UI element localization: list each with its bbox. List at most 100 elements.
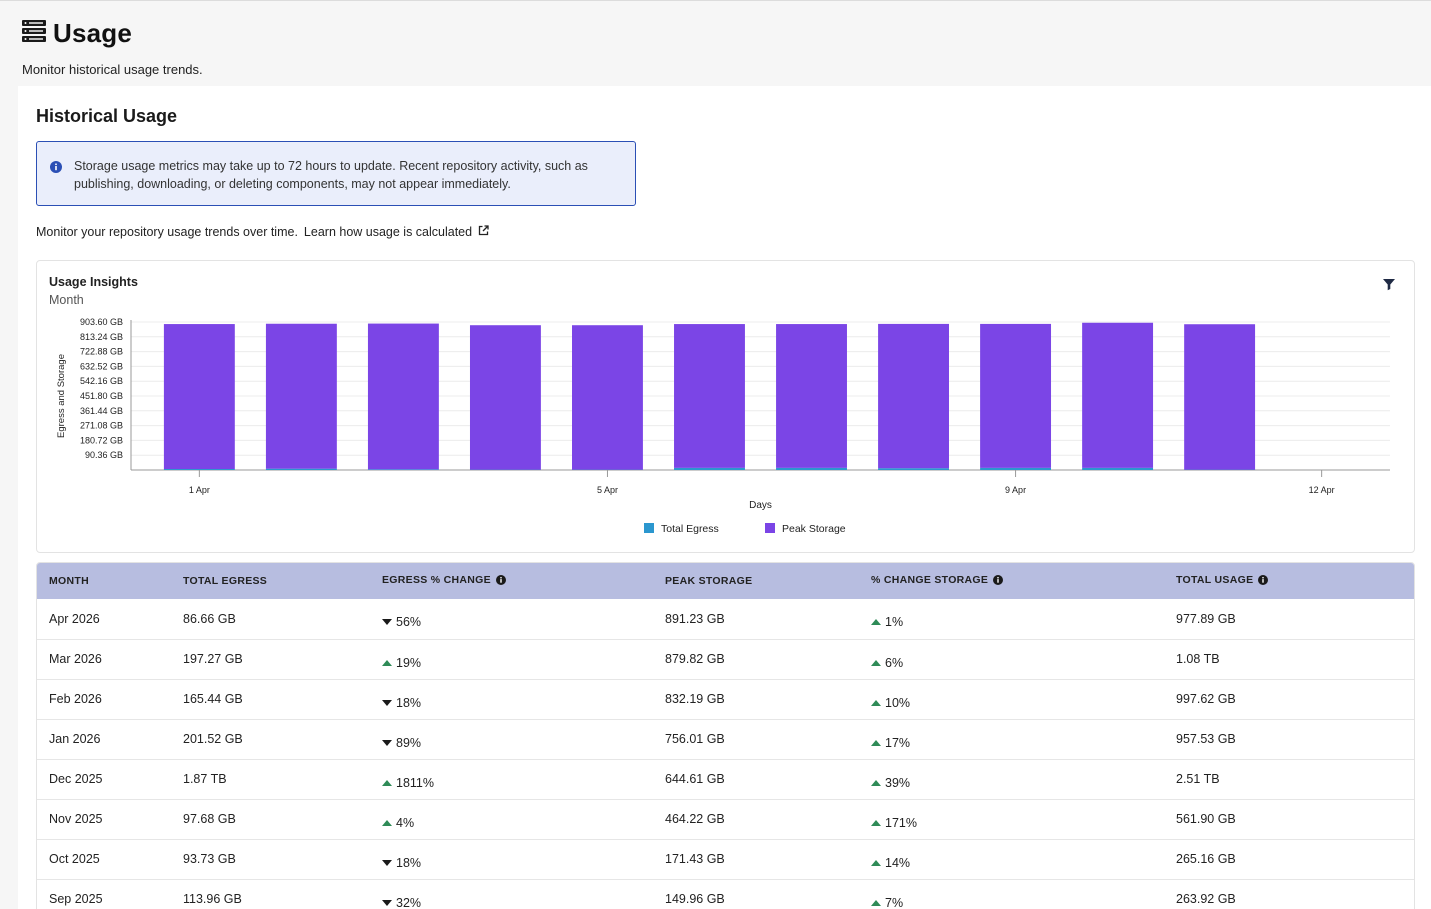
cell-storage-change: 171%	[871, 799, 1176, 839]
info-icon	[50, 160, 62, 178]
change-value: 6%	[885, 655, 904, 670]
cell-peak-storage: 464.22 GB	[665, 812, 725, 826]
legend-swatch-peak-storage	[765, 523, 775, 533]
column-header-month: Month	[49, 575, 89, 587]
cell-month: Sep 2025	[49, 892, 103, 906]
triangle-up-icon	[382, 659, 392, 666]
info-alert: Storage usage metrics may take up to 72 …	[36, 141, 636, 206]
cell-month: Apr 2026	[49, 611, 100, 626]
cell-storage-change: 10%	[871, 679, 1176, 719]
cell-egress-change: 19%	[382, 639, 665, 679]
info-icon[interactable]	[993, 575, 1004, 588]
cell-total-egress: 93.73 GB	[183, 852, 236, 866]
y-tick-label: 180.72 GB	[80, 435, 123, 445]
change-value: 1%	[885, 615, 904, 630]
cell-egress-change: 1811%	[382, 759, 665, 799]
cell-egress-change: 18%	[382, 679, 665, 719]
y-tick-label: 361.44 GB	[80, 406, 123, 416]
change-value: 1811%	[396, 775, 434, 790]
legend-swatch-total-egress	[644, 523, 654, 533]
column-header-storage-change: % Change Storage	[871, 563, 1176, 599]
bar-total-egress	[776, 467, 847, 470]
cell-month: Mar 2026	[49, 652, 102, 666]
cell-month: Nov 2025	[49, 812, 103, 826]
cell-storage-change: 1%	[871, 599, 1176, 639]
x-tick-label: 1 Apr	[189, 485, 210, 495]
triangle-up-icon	[382, 819, 392, 826]
triangle-up-icon	[871, 899, 881, 906]
usage-panel: Historical Usage Storage usage metrics m…	[18, 86, 1431, 909]
table-header-row: Month Total Egress Egress % Change Peak …	[37, 563, 1414, 599]
bar-total-egress	[980, 467, 1052, 470]
cell-storage-change: 6%	[871, 639, 1176, 679]
cell-egress-change: 56%	[382, 599, 665, 639]
cell-total-usage: 2.51 TB	[1176, 772, 1220, 786]
bar-peak-storage	[980, 323, 1052, 468]
cell-total-egress: 165.44 GB	[183, 692, 243, 706]
bar-peak-storage	[163, 324, 235, 470]
cell-total-egress: 86.66 GB	[183, 611, 236, 626]
learn-more-label: Learn how usage is calculated	[303, 225, 473, 239]
bar-peak-storage	[1082, 322, 1154, 468]
table-row: Feb 2026 165.44 GB 18% 832.19 GB 10% 997.62 G…	[37, 679, 1414, 719]
triangle-down-icon	[382, 859, 392, 866]
legend-label: Peak Storage	[782, 523, 846, 535]
filter-icon[interactable]	[1382, 277, 1398, 293]
bar-peak-storage	[674, 324, 745, 468]
cell-total-egress: 1.87 TB	[183, 772, 227, 786]
usage-description: Monitor your repository usage trends ove…	[36, 225, 489, 239]
y-tick-label: 722.88 GB	[80, 347, 123, 357]
page-title: Usage	[53, 18, 133, 48]
cell-peak-storage: 171.43 GB	[665, 852, 725, 866]
table-row: Apr 2026 86.66 GB 56% 891.23 GB 1% 977.89 GB	[37, 599, 1414, 639]
bar-peak-storage	[265, 323, 337, 469]
bar-peak-storage	[572, 325, 643, 470]
bar-peak-storage	[469, 325, 541, 470]
cell-total-usage: 561.90 GB	[1176, 812, 1236, 826]
learn-more-link[interactable]: Learn how usage is calculated	[304, 225, 472, 239]
change-value: 171%	[885, 815, 917, 830]
change-value: 56%	[396, 615, 422, 630]
table-row: Jan 2026 201.52 GB 89% 756.01 GB 17% 957.53 G…	[37, 719, 1414, 759]
cell-month: Oct 2025	[49, 852, 100, 866]
table-row: Nov 2025 97.68 GB 4% 464.22 GB 171% 561.90 GB	[37, 799, 1414, 839]
change-value: 18%	[396, 695, 422, 710]
cell-storage-change: 14%	[871, 839, 1176, 879]
cell-egress-change: 18%	[382, 839, 665, 879]
info-icon[interactable]	[495, 575, 506, 588]
bar-total-egress	[1082, 467, 1154, 470]
cell-total-egress: 197.27 GB	[183, 652, 243, 666]
cell-month: Dec 2025	[49, 772, 103, 786]
x-axis-title: Days	[749, 500, 772, 511]
change-value: 89%	[396, 735, 422, 750]
description-text: Monitor your repository usage trends ove…	[36, 225, 298, 239]
bar-peak-storage	[367, 323, 439, 470]
bar-total-egress	[163, 469, 235, 470]
cell-egress-change: 32%	[382, 879, 665, 909]
change-value: 19%	[396, 655, 422, 670]
y-tick-label: 632.52 GB	[80, 361, 123, 371]
section-title: Historical Usage	[36, 106, 178, 126]
usage-table: Month Total Egress Egress % Change Peak …	[36, 562, 1415, 909]
top-divider	[0, 0, 1431, 1]
table-row: Oct 2025 93.73 GB 18% 171.43 GB 14% 265.16 GB	[37, 839, 1414, 879]
table-row: Mar 2026 197.27 GB 19% 879.82 GB 6% 1.08 TB	[37, 639, 1414, 679]
x-tick-label: 9 Apr	[1005, 485, 1026, 495]
change-value: 7%	[885, 895, 904, 909]
change-value: 10%	[885, 695, 911, 710]
column-header-egress-change: Egress % Change	[382, 563, 665, 599]
change-value: 4%	[396, 815, 415, 830]
change-value: 39%	[885, 775, 911, 790]
external-link-icon[interactable]	[478, 225, 489, 239]
triangle-up-icon	[871, 859, 881, 866]
triangle-up-icon	[871, 739, 881, 746]
triangle-up-icon	[382, 779, 392, 786]
info-icon[interactable]	[1258, 575, 1269, 588]
chart-period: Month	[49, 293, 84, 307]
cell-peak-storage: 644.61 GB	[665, 772, 725, 786]
chart-title: Usage Insights	[49, 275, 138, 289]
cell-total-usage: 265.16 GB	[1176, 852, 1236, 866]
cell-egress-change: 89%	[382, 719, 665, 759]
legend-label: Total Egress	[661, 523, 719, 535]
usage-insights-card: Usage Insights Month 90.36 GB 180.72 GB 27…	[36, 260, 1415, 553]
